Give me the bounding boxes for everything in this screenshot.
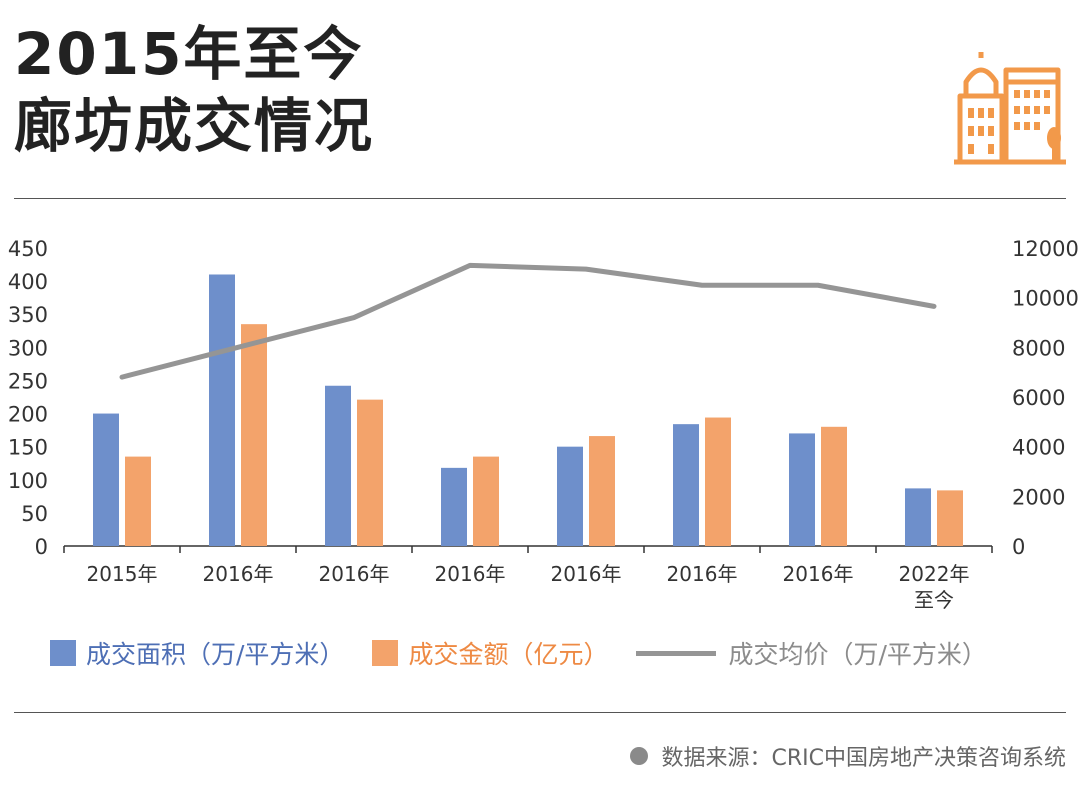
title-line-1: 2015年至今 [14,20,364,88]
y-left-tick-label: 0 [35,535,48,559]
bar-area [905,488,931,546]
city-buildings-icon [954,52,1066,165]
legend-item-area: 成交面积（万/平方米） [50,635,344,671]
bar-area [557,446,583,546]
y-left-tick-label: 400 [8,270,48,294]
bar-area [325,385,351,546]
legend-item-amount: 成交金额（亿元） [372,635,608,671]
y-right-tick-label: 6000 [1012,386,1065,410]
bottom-divider [14,712,1066,713]
y-left-tick-label: 100 [8,469,48,493]
y-right-tick-label: 2000 [1012,485,1065,509]
y-right-tick-label: 4000 [1012,436,1065,460]
x-category-label: 2016年 [667,562,738,586]
y-right-tick-label: 0 [1012,535,1025,559]
bar-amount [705,417,731,546]
y-left-tick-label: 450 [8,237,48,261]
top-divider [14,198,1066,199]
line-avg-price [119,262,937,380]
bar-amount [125,456,151,546]
y-left-tick-label: 350 [8,303,48,327]
y-left-tick-label: 200 [8,403,48,427]
y-right-tick-label: 12000 [1012,237,1079,261]
title-line-2: 廊坊成交情况 [14,92,375,160]
x-category-label: 至今 [914,588,954,612]
x-category-label: 2016年 [551,562,622,586]
bullet-icon [629,747,648,765]
bar-area [441,467,467,546]
bar-amount [241,324,267,546]
bar-amount [937,490,963,546]
legend-swatch-amount [372,640,399,666]
source-text: 数据来源：CRIC中国房地产决策咨询系统 [661,746,1067,771]
legend-item-price: 成交均价（万/平方米） [636,635,987,671]
legend-label-amount: 成交金额（亿元） [408,640,609,669]
legend-label-area: 成交面积（万/平方米） [86,640,345,669]
source-note: 数据来源：CRIC中国房地产决策咨询系统 [629,740,1067,772]
y-left-tick-label: 150 [8,436,48,460]
bar-area [209,274,235,546]
bar-amount [357,399,383,546]
x-category-label: 2015年 [87,562,158,586]
bar-amount [821,426,847,546]
x-category-label: 2022年 [899,562,970,586]
bar-area [789,433,815,546]
x-category-label: 2016年 [435,562,506,586]
legend-swatch-area [50,640,76,666]
combo-chart: 0 50 100 150 200 250 300 350 400 450 0 2000 4000 6000… [8,237,1079,612]
y-right-tick-label: 8000 [1012,336,1065,360]
page-title: 2015年至今 廊坊成交情况 [14,18,374,162]
x-category-label: 2016年 [203,562,274,586]
y-left-tick-label: 50 [21,502,48,526]
legend-label-price: 成交均价（万/平方米） [728,640,987,669]
x-category-label: 2016年 [783,562,854,586]
bar-area [93,413,119,546]
x-category-label: 2016年 [319,562,390,586]
legend: 成交面积（万/平方米） 成交金额（亿元） 成交均价（万/平方米） [50,630,1015,676]
bar-area [673,424,699,546]
y-left-tick-label: 250 [8,369,48,393]
y-right-tick-label: 10000 [1012,287,1079,311]
bar-amount [589,436,615,546]
bar-amount [473,456,499,546]
legend-line-price [636,650,717,656]
y-left-tick-label: 300 [8,336,48,360]
